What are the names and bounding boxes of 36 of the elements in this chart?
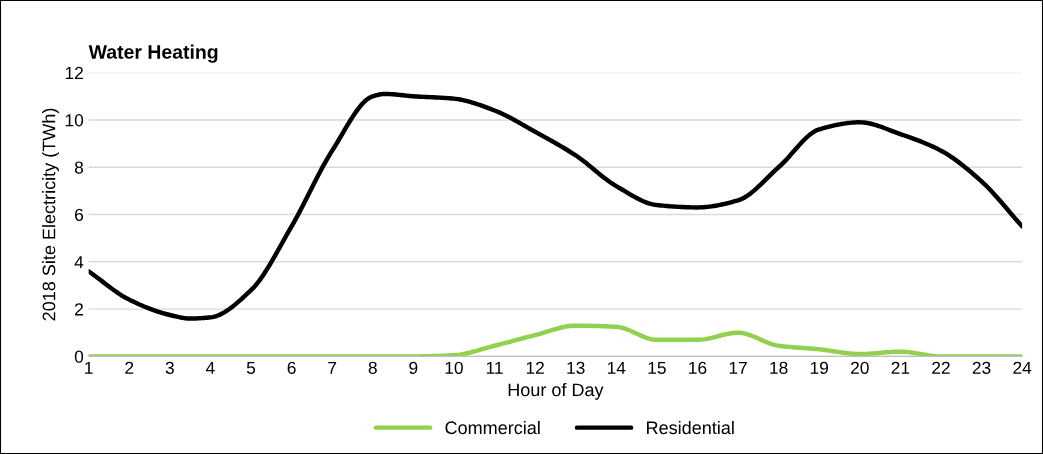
x-tick-label: 23 [972,361,991,374]
y-tick-label: 0 [74,350,84,363]
x-tick-label: 6 [287,361,296,374]
legend-label: Residential [647,420,734,435]
x-tick-label: 10 [445,361,463,374]
x-tick-label: 1 [85,361,93,374]
x-tick-label: 18 [770,361,788,374]
x-tick-label: 24 [1013,361,1032,374]
x-tick-label: 17 [729,361,747,374]
x-tick-label: 7 [328,361,337,374]
y-tick-label: 6 [75,208,84,221]
y-axis-title: 2018 Site Electricity (TWh) [42,108,59,321]
x-tick-label: 16 [689,361,707,374]
x-tick-label: 11 [486,361,503,374]
y-tick-label: 2 [75,303,83,316]
x-axis-title: Hour of Day [508,383,604,400]
x-tick-label: 12 [526,361,544,374]
x-tick-label: 14 [607,361,626,374]
x-tick-label: 13 [567,361,585,374]
y-tick-label: 10 [65,114,84,127]
x-tick-label: 3 [165,361,174,374]
x-tick-label: 21 [891,361,910,374]
x-tick-label: 9 [409,361,418,374]
y-tick-label: 12 [65,66,83,79]
legend-label: Commercial [445,420,540,435]
x-tick-label: 20 [851,361,869,374]
x-tick-label: 19 [810,361,829,374]
x-tick-label: 8 [368,361,377,374]
x-tick-label: 5 [246,361,256,374]
y-tick-label: 4 [74,256,84,269]
y-tick-label: 8 [74,161,84,174]
x-tick-label: 4 [205,361,215,374]
chart-title: Water Heating [88,44,218,63]
x-tick-label: 22 [932,361,950,374]
x-tick-label: 2 [125,361,134,374]
x-tick-label: 15 [648,361,666,374]
